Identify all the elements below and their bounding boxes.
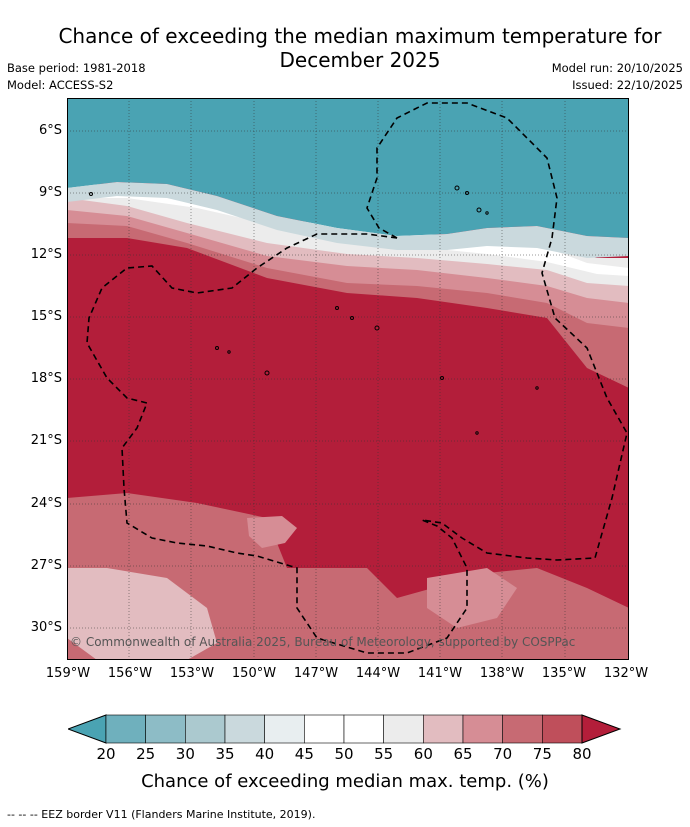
lat-label-24s: 24°S	[30, 496, 62, 511]
lat-label-9s: 9°S	[38, 185, 62, 200]
colorbar-tick-label: 60	[413, 745, 433, 763]
lat-label-27s: 27°S	[30, 558, 62, 573]
colorbar-arrow-low	[68, 714, 107, 744]
colorbar-cell	[224, 714, 265, 744]
colorbar-tick-label: 25	[136, 745, 156, 763]
model-run: Model run: 20/10/2025	[551, 61, 683, 75]
lon-label-159w: 159°W	[45, 666, 91, 681]
colorbar-cell	[462, 714, 503, 744]
grid	[67, 98, 629, 660]
colorbar-cell	[264, 714, 305, 744]
colorbar-cell	[542, 714, 583, 744]
islands	[89, 185, 539, 435]
eez-border-main	[86, 233, 468, 654]
forecast-map: © Commonwealth of Australia 2025, Bureau…	[67, 98, 629, 660]
eez-legend-footer: -- -- -- EEZ border V11 (Flanders Marine…	[7, 808, 316, 821]
colorbar	[68, 714, 622, 744]
colorbar-title: Chance of exceeding median max. temp. (%…	[141, 771, 549, 792]
colorbar-tick-label: 35	[215, 745, 235, 763]
lon-label-144w: 144°W	[355, 666, 401, 681]
model-name: Model: ACCESS-S2	[7, 78, 114, 92]
colorbar-cell	[304, 714, 345, 744]
lat-label-12s: 12°S	[30, 247, 62, 262]
lat-label-6s: 6°S	[38, 123, 62, 138]
colorbar-cell	[343, 714, 384, 744]
colorbar-tick-label: 30	[175, 745, 195, 763]
colorbar-cell	[105, 714, 146, 744]
colorbar-cell	[185, 714, 226, 744]
copyright-text: © Commonwealth of Australia 2025, Bureau…	[70, 635, 575, 649]
colorbar-tick-label: 65	[453, 745, 473, 763]
colorbar-tick-label: 20	[96, 745, 116, 763]
lon-label-156w: 156°W	[107, 666, 153, 681]
lon-label-135w: 135°W	[541, 666, 587, 681]
issued-date: Issued: 22/10/2025	[572, 78, 683, 92]
lon-label-150w: 150°W	[231, 666, 277, 681]
lon-label-132w: 132°W	[603, 666, 649, 681]
colorbar-cell	[502, 714, 543, 744]
map-title: Chance of exceeding the median maximum t…	[58, 24, 662, 72]
colorbar-cell	[383, 714, 424, 744]
colorbar-tick-label: 45	[294, 745, 314, 763]
colorbar-tick-label: 50	[334, 745, 354, 763]
eez-border-north	[366, 102, 628, 561]
lat-label-15s: 15°S	[30, 309, 62, 324]
meta-left: Base period: 1981-2018 Model: ACCESS-S2	[7, 60, 146, 94]
base-period: Base period: 1981-2018	[7, 61, 146, 75]
south-patch-mid2	[427, 568, 517, 628]
colorbar-cell	[423, 714, 464, 744]
meta-right: Model run: 20/10/2025 Issued: 22/10/2025	[552, 60, 683, 94]
lon-label-138w: 138°W	[479, 666, 525, 681]
colorbar-arrow-high	[581, 714, 622, 744]
lon-label-153w: 153°W	[169, 666, 215, 681]
lat-label-21s: 21°S	[30, 433, 62, 448]
colorbar-tick-label: 75	[532, 745, 552, 763]
map-frame	[67, 98, 629, 660]
lon-label-141w: 141°W	[417, 666, 463, 681]
south-patch-mid	[247, 516, 297, 548]
lon-label-147w: 147°W	[293, 666, 339, 681]
colorbar-tick-label: 40	[255, 745, 275, 763]
cool-band-40	[67, 182, 629, 258]
colorbar-cells	[68, 714, 622, 744]
south-patch-light	[67, 568, 217, 660]
cool-region	[67, 98, 629, 238]
lat-label-18s: 18°S	[30, 371, 62, 386]
colorbar-tick-label: 70	[493, 745, 513, 763]
lat-label-30s: 30°S	[30, 620, 62, 635]
colorbar-tick-label: 80	[572, 745, 592, 763]
colorbar-tick-label: 55	[374, 745, 394, 763]
colorbar-cell	[145, 714, 186, 744]
